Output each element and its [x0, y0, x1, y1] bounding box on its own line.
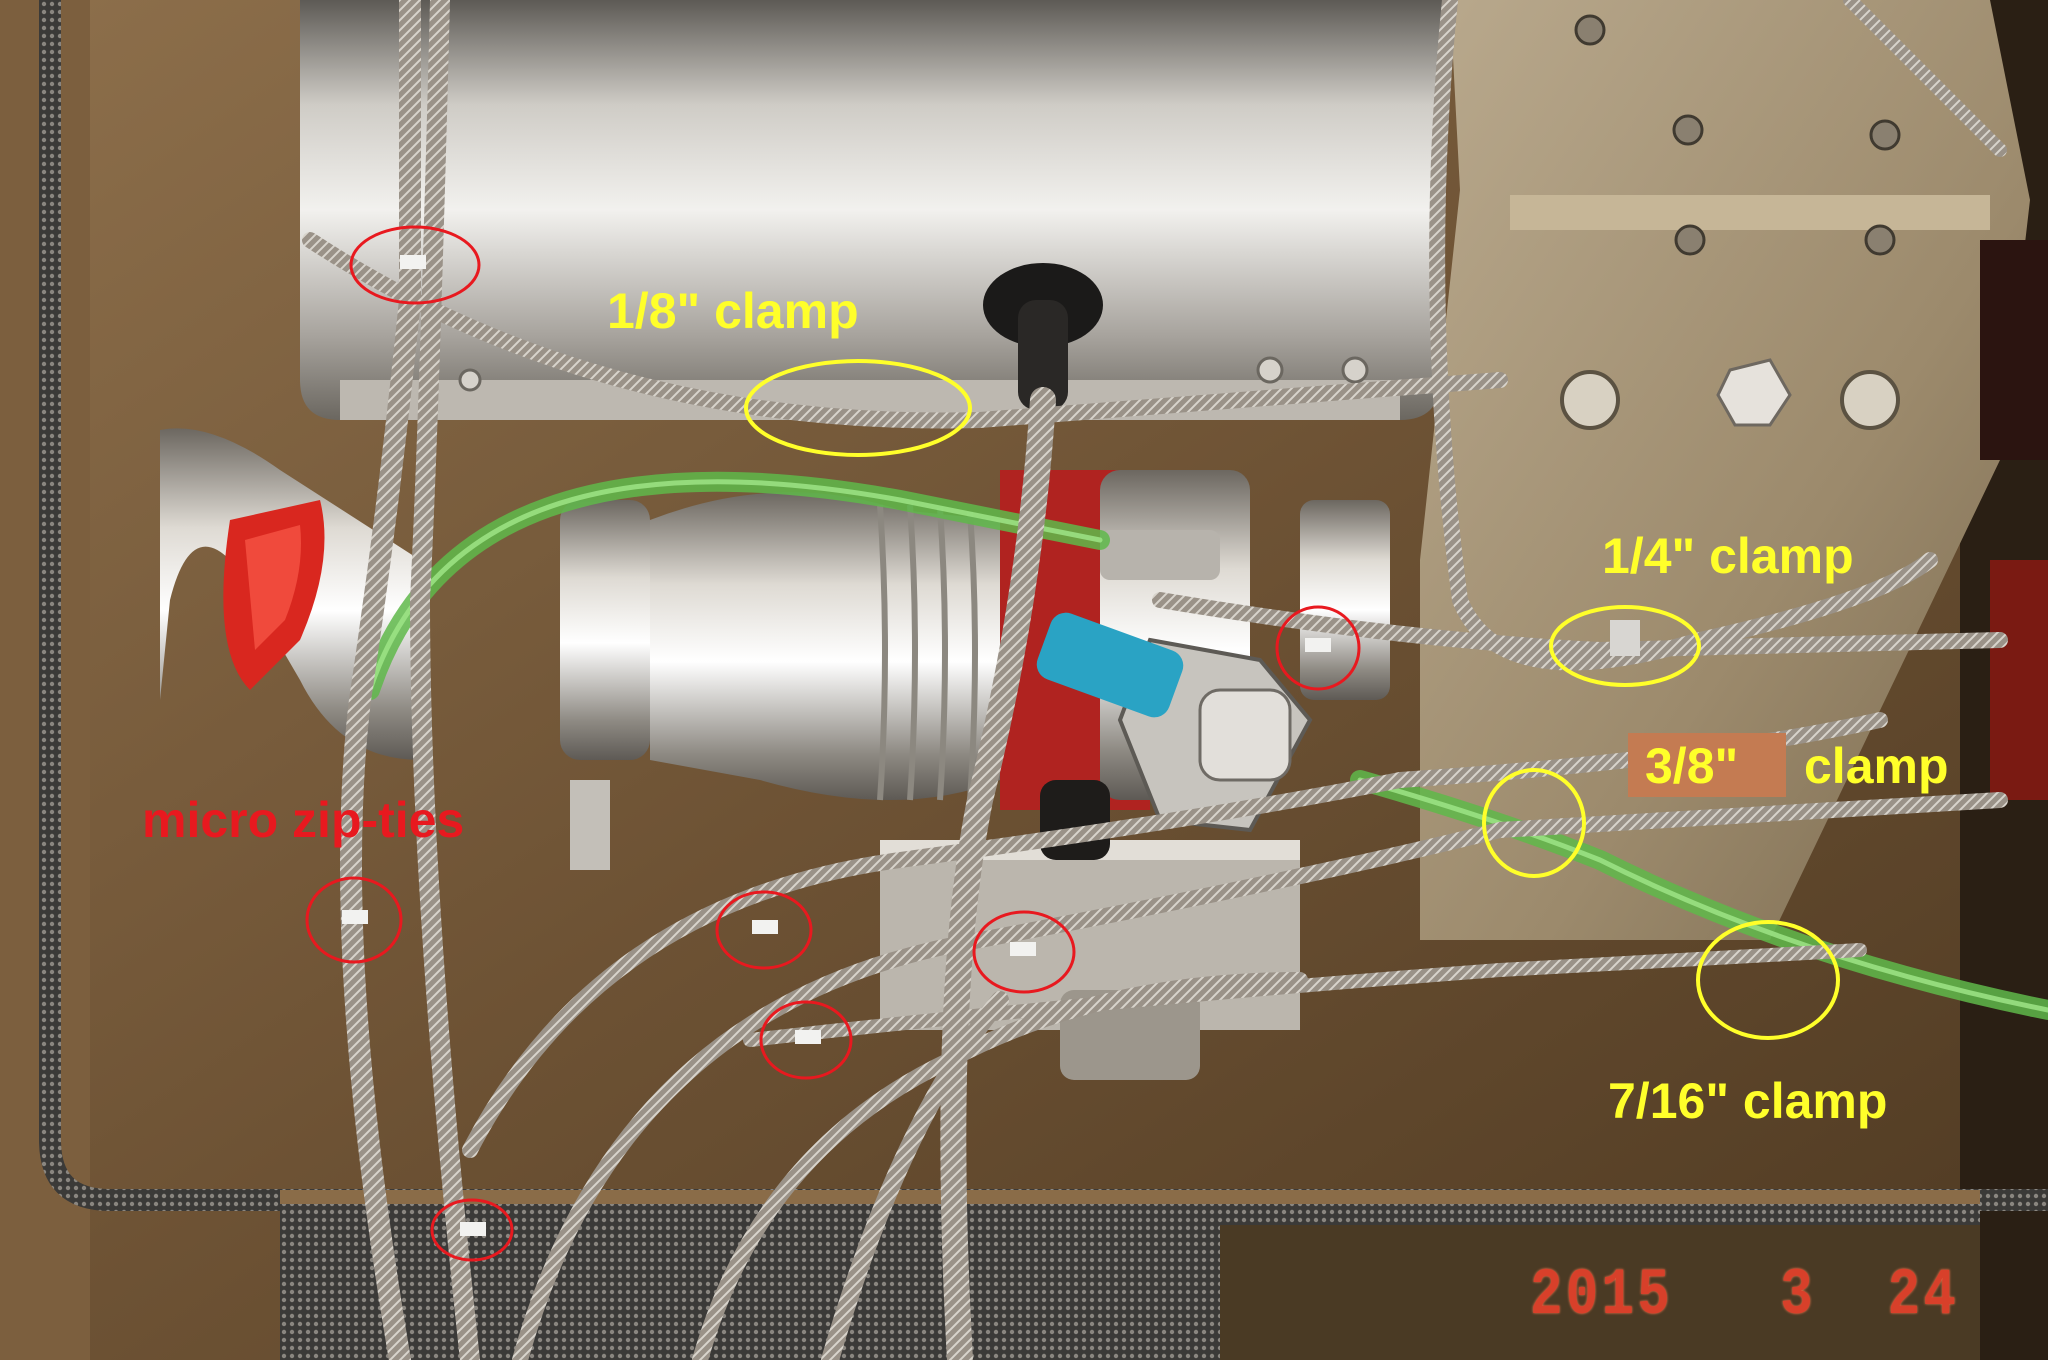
- label-clamp-7-16: 7/16" clamp: [1608, 1073, 1888, 1129]
- label-clamp-3-8-word: clamp: [1804, 738, 1949, 794]
- clamp-1-8-marker: [744, 359, 972, 457]
- clamp-7-16-marker: [1696, 920, 1840, 1040]
- clamp-1-4-marker: [1549, 605, 1701, 687]
- label-box-3-8: [1628, 733, 1786, 797]
- label-micro-zip-ties: micro zip-ties: [142, 792, 465, 848]
- label-clamp-1-4: 1/4" clamp: [1602, 528, 1854, 584]
- clamp-3-8-marker: [1482, 768, 1586, 878]
- label-clamp-1-8: 1/8" clamp: [607, 283, 859, 339]
- label-clamp-3-8-size: 3/8": [1645, 738, 1739, 794]
- date-stamp: 2015 3 24: [1530, 1258, 1960, 1333]
